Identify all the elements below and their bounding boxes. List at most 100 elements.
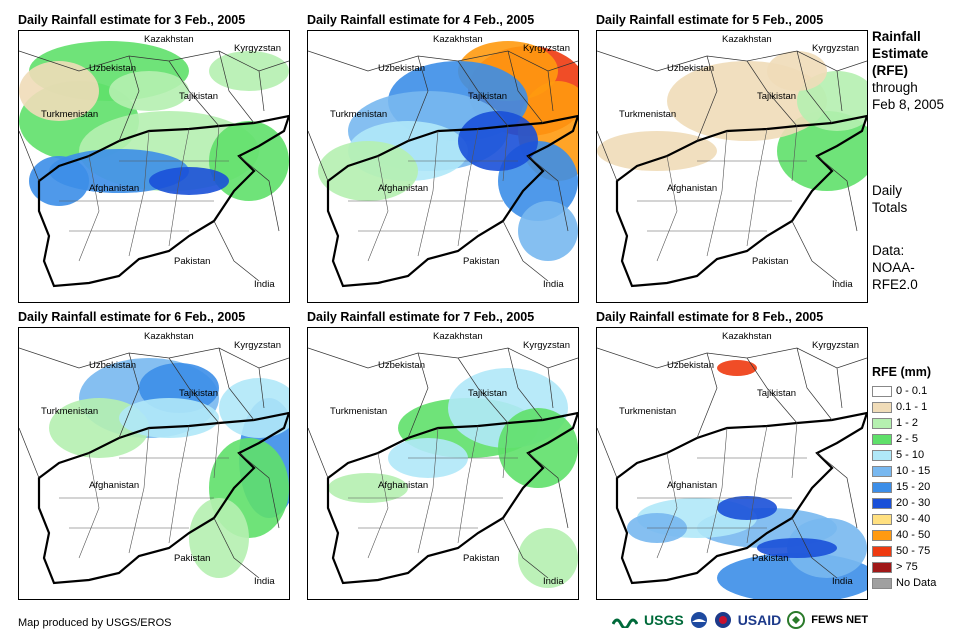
- country-label-kazakhstan: Kazakhstan: [722, 331, 772, 342]
- country-label-kazakhstan: Kazakhstan: [433, 331, 483, 342]
- legend-swatch: [872, 497, 892, 509]
- map-canvas: [597, 50, 867, 288]
- country-label-kazakhstan: Kazakhstan: [433, 34, 483, 45]
- legend-item: 0 - 0.1: [872, 383, 936, 399]
- country-borders: [19, 50, 289, 282]
- rainfall-area: [518, 201, 578, 261]
- country-label-tajikistan: Tajikistan: [757, 388, 797, 399]
- panel-title: Daily Rainfall estimate for 5 Feb., 2005: [596, 13, 824, 27]
- legend-label: 20 - 30: [896, 497, 931, 509]
- legend-swatch: [872, 465, 892, 477]
- country-label-turkmenistan: Turkmenistan: [619, 406, 677, 417]
- rainfall-map: Kazakhstan Kyrgyzstan Uzbekistan Tajikistan…: [307, 30, 579, 303]
- legend-swatch: [872, 433, 892, 445]
- country-label-kyrgyzstan: Kyrgyzstan: [812, 340, 859, 351]
- usgs-logo-icon: [612, 618, 638, 628]
- country-label-kyrgyzstan: Kyrgyzstan: [812, 43, 859, 54]
- country-borders: [308, 347, 578, 579]
- country-label-turkmenistan: Turkmenistan: [41, 109, 99, 120]
- country-label-turkmenistan: Turkmenistan: [41, 406, 99, 417]
- rainfall-area: [767, 51, 827, 91]
- legend-swatch: [872, 513, 892, 525]
- country-label-kazakhstan: Kazakhstan: [144, 34, 194, 45]
- map-canvas: [308, 347, 578, 588]
- rainfall-area: [458, 111, 538, 171]
- country-label-kyrgyzstan: Kyrgyzstan: [523, 43, 570, 54]
- rainfall-map: Kazakhstan Kyrgyzstan Uzbekistan Tajikistan…: [18, 327, 290, 600]
- country-label-pakistan: Pakistan: [174, 553, 211, 564]
- rainfall-map: Kazakhstan Kyrgyzstan Uzbekistan Tajikistan…: [596, 327, 868, 600]
- country-label-pakistan: Pakistan: [463, 553, 500, 564]
- legend-item: 0.1 - 1: [872, 399, 936, 415]
- rainfall-area: [757, 538, 837, 558]
- legend-label: 0.1 - 1: [896, 401, 928, 413]
- side-info: Rainfall Estimate (RFE) through Feb 8, 2…: [872, 28, 944, 113]
- panel-title: Daily Rainfall estimate for 3 Feb., 2005: [18, 13, 246, 27]
- legend-item: 5 - 10: [872, 447, 936, 463]
- country-label-india: India: [832, 279, 853, 290]
- legend-label: 0 - 0.1: [896, 385, 928, 397]
- country-label-uzbekistan: Uzbekistan: [89, 63, 136, 74]
- legend-item: 50 - 75: [872, 543, 936, 559]
- country-label-afghanistan: Afghanistan: [667, 480, 718, 491]
- province-lines: [59, 125, 229, 262]
- country-label-india: India: [254, 279, 275, 290]
- country-borders: [597, 50, 867, 282]
- data-source-info: Data: NOAA- RFE2.0: [872, 242, 918, 293]
- country-label-india: India: [832, 576, 853, 587]
- rainfall-map: Kazakhstan Kyrgyzstan Uzbekistan Tajikistan…: [307, 327, 579, 600]
- country-label-afghanistan: Afghanistan: [89, 480, 140, 491]
- legend-label: 40 - 50: [896, 529, 931, 541]
- legend-swatch: [872, 481, 892, 493]
- through-line1: through: [872, 80, 918, 95]
- data-line3: RFE2.0: [872, 277, 918, 292]
- country-label-tajikistan: Tajikistan: [468, 388, 508, 399]
- rainfall-area: [328, 473, 408, 503]
- rainfall-area: [219, 378, 289, 438]
- country-label-tajikistan: Tajikistan: [468, 91, 508, 102]
- panel-title: Daily Rainfall estimate for 6 Feb., 2005: [18, 310, 246, 324]
- legend-item: 15 - 20: [872, 479, 936, 495]
- legend-item: 1 - 2: [872, 415, 936, 431]
- country-label-uzbekistan: Uzbekistan: [89, 360, 136, 371]
- country-label-kazakhstan: Kazakhstan: [144, 331, 194, 342]
- legend-swatch: [872, 449, 892, 461]
- legend-swatch: [872, 561, 892, 573]
- rainfall-area: [717, 360, 757, 376]
- map-canvas: [308, 41, 578, 288]
- panel-title: Daily Rainfall estimate for 7 Feb., 2005: [307, 310, 535, 324]
- country-label-uzbekistan: Uzbekistan: [667, 360, 714, 371]
- country-label-kyrgyzstan: Kyrgyzstan: [234, 340, 281, 351]
- fews-logo-text: FEWS NET: [811, 614, 869, 626]
- usaid-seal-icon: [714, 612, 731, 628]
- country-label-pakistan: Pakistan: [463, 256, 500, 267]
- legend-item: No Data: [872, 575, 936, 591]
- rfe-title-line1: Rainfall: [872, 29, 921, 44]
- legend-label: > 75: [896, 561, 918, 573]
- data-line1: Data:: [872, 243, 905, 258]
- rainfall-area: [29, 156, 89, 206]
- legend-item: 10 - 15: [872, 463, 936, 479]
- country-label-pakistan: Pakistan: [752, 256, 789, 267]
- legend-label: 15 - 20: [896, 481, 931, 493]
- country-label-uzbekistan: Uzbekistan: [378, 63, 425, 74]
- map-canvas: [19, 41, 289, 288]
- rainfall-area: [109, 71, 189, 111]
- country-label-turkmenistan: Turkmenistan: [330, 406, 388, 417]
- country-label-pakistan: Pakistan: [752, 553, 789, 564]
- country-label-india: India: [543, 279, 564, 290]
- rainfall-area: [518, 528, 578, 588]
- usaid-logo-text: USAID: [737, 612, 782, 628]
- country-label-afghanistan: Afghanistan: [378, 480, 429, 491]
- country-label-turkmenistan: Turkmenistan: [619, 109, 677, 120]
- country-label-kyrgyzstan: Kyrgyzstan: [234, 43, 281, 54]
- rainfall-area: [149, 167, 229, 195]
- noaa-logo-icon: [690, 612, 707, 628]
- totals-line1: Daily: [872, 183, 903, 198]
- legend-item: > 75: [872, 559, 936, 575]
- country-label-afghanistan: Afghanistan: [667, 183, 718, 194]
- country-label-kyrgyzstan: Kyrgyzstan: [523, 340, 570, 351]
- province-lines: [59, 422, 229, 559]
- legend-swatch: [872, 401, 892, 413]
- rainfall-area: [597, 131, 717, 171]
